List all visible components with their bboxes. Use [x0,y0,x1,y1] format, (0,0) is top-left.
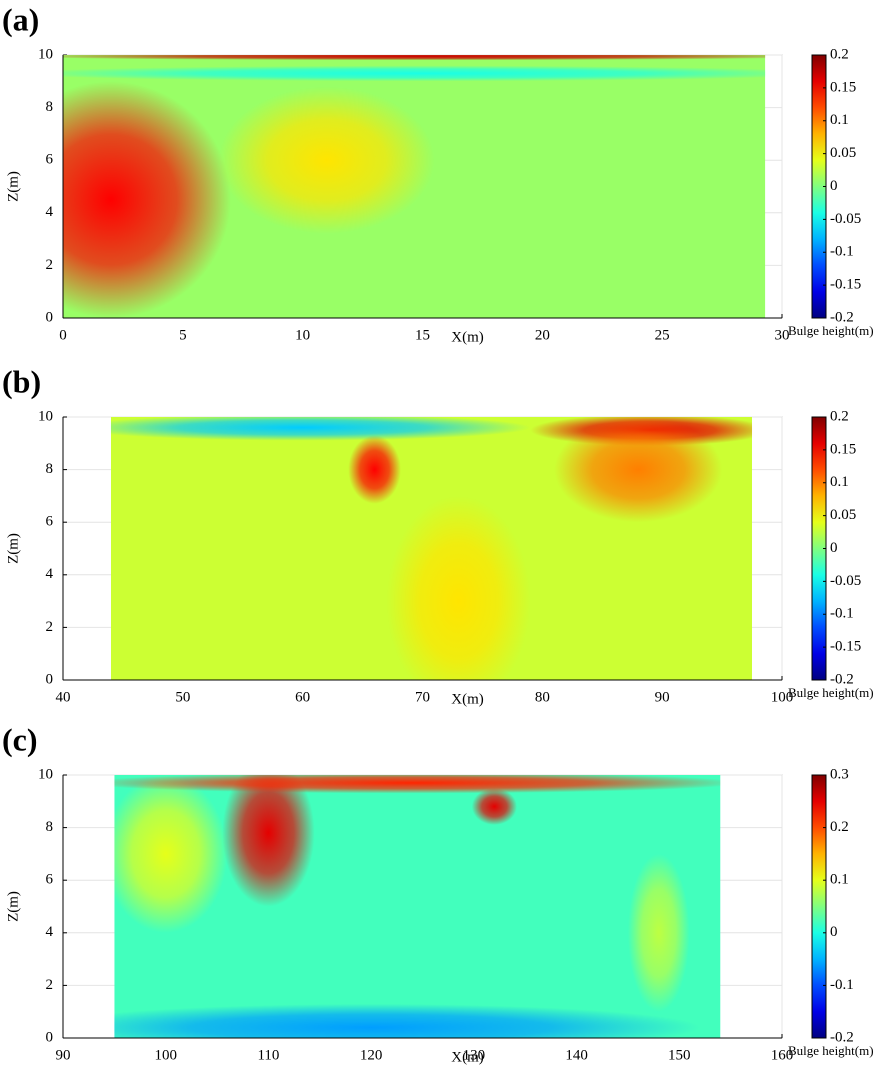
x-tick-label: 110 [257,1047,279,1063]
panel-label: (c) [2,721,38,757]
y-axis-label: Z(m) [5,533,21,564]
y-tick-label: 10 [38,408,53,424]
colorbar-tick-label: 0.15 [830,79,856,95]
colorbar-tick-label: -0.1 [830,244,854,260]
y-tick-label: 6 [46,152,54,168]
colorbar-tick-label: 0 [830,540,838,556]
x-tick-label: 30 [775,327,790,343]
y-tick-label: 0 [46,1029,54,1045]
colorbar-tick-label: 0.1 [830,872,849,888]
hotspot [114,775,228,933]
x-tick-label: 15 [415,327,430,343]
hotspot [63,65,766,82]
colorbar-tick-label: 0.05 [830,145,856,161]
panel-label: (b) [2,363,41,399]
colorbar-tick-label: 0 [830,924,838,940]
colorbar-tick-label: 0.1 [830,474,849,490]
y-tick-label: 4 [46,924,54,940]
colorbar-label: Bulge height(m) [788,323,874,338]
x-axis-label: X(m) [451,691,484,707]
colorbar [811,774,827,1039]
x-tick-label: 160 [771,1047,794,1063]
y-tick-label: 2 [46,977,54,993]
hotspot [554,417,723,523]
y-tick-label: 8 [46,819,54,835]
y-tick-label: 8 [46,99,54,115]
hotspot [222,775,315,907]
y-tick-label: 2 [46,619,54,635]
hotspot [63,55,766,61]
x-tick-label: 20 [535,327,550,343]
x-tick-label: 25 [655,327,670,343]
x-tick-label: 80 [535,689,550,705]
x-tick-label: 70 [415,689,430,705]
x-axis-label: X(m) [451,1049,484,1065]
colorbar-tick-label: 0.2 [830,408,849,424]
hotspot [386,495,531,680]
colorbar-tick-label: -0.1 [830,606,854,622]
scan-region [114,775,721,1038]
scan-region [110,417,753,680]
hotspot [471,788,517,825]
hotspot [114,1003,700,1038]
x-tick-label: 60 [295,689,310,705]
panel-label: (a) [2,1,39,37]
y-axis-label: Z(m) [5,891,21,922]
x-tick-label: 10 [295,327,310,343]
colorbar-tick-label: -0.15 [830,639,861,655]
y-tick-label: 4 [46,204,54,220]
y-tick-label: 4 [46,566,54,582]
x-tick-label: 150 [668,1047,691,1063]
x-tick-label: 100 [771,689,794,705]
x-axis-label: X(m) [451,329,484,345]
colorbar-tick-label: -0.15 [830,277,861,293]
x-tick-label: 5 [179,327,187,343]
y-tick-label: 10 [38,766,53,782]
colorbar-tick-label: 0.1 [830,112,849,128]
hotspot [218,86,435,234]
x-tick-label: 140 [565,1047,588,1063]
colorbar-label: Bulge height(m) [788,685,874,700]
x-tick-label: 120 [360,1047,383,1063]
colorbar-tick-label: 0.2 [830,46,849,62]
y-tick-label: 10 [38,46,53,62]
y-tick-label: 8 [46,461,54,477]
y-tick-label: 0 [46,671,54,687]
scan-region [63,55,766,318]
y-tick-label: 2 [46,257,54,273]
colorbar-tick-label: -0.05 [830,211,861,227]
x-tick-label: 90 [655,689,670,705]
colorbar-tick-label: 0.2 [830,819,849,835]
colorbar-tick-label: 0 [830,178,838,194]
x-tick-label: 90 [56,1047,71,1063]
hotspot [627,853,690,1012]
hotspot [348,435,401,504]
hotspot [114,775,721,794]
colorbar-tick-label: -0.05 [830,573,861,589]
y-tick-label: 0 [46,309,54,325]
colorbar-tick-label: -0.1 [830,977,854,993]
colorbar-tick-label: -0.2 [830,671,854,687]
colorbar-tick-label: 0.3 [830,766,849,782]
colorbar-tick-label: -0.2 [830,309,854,325]
hotspot [110,417,531,441]
x-tick-label: 40 [56,689,71,705]
colorbar-label: Bulge height(m) [788,1043,874,1058]
x-tick-label: 130 [463,1047,486,1063]
colorbar-tick-label: 0.05 [830,507,856,523]
x-tick-label: 100 [154,1047,177,1063]
hotspot [63,81,231,318]
x-tick-label: 50 [175,689,190,705]
x-tick-label: 0 [59,327,67,343]
y-tick-label: 6 [46,872,54,888]
colorbar-tick-label: -0.2 [830,1029,854,1045]
y-axis-label: Z(m) [5,171,21,202]
colorbar-tick-label: 0.15 [830,441,856,457]
y-tick-label: 6 [46,514,54,530]
